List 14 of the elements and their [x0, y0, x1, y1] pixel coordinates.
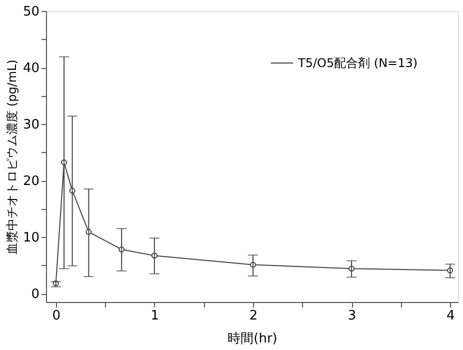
y-tick-label: 0: [31, 287, 40, 302]
x-tick-label: 0: [52, 308, 60, 324]
y-tick-label: 10: [22, 230, 40, 246]
y-tick-label: 30: [22, 118, 40, 133]
y-tick-label: 50: [22, 4, 40, 20]
y-tick-label: 20: [22, 174, 40, 190]
x-tick-label: 2: [249, 308, 258, 324]
x-tick-label: 4: [446, 308, 455, 324]
x-tick-label: 3: [348, 308, 356, 324]
y-tick-label: 40: [22, 61, 40, 76]
y-axis-title: 血漿中チオトロピウム濃度 (pg/mL): [4, 60, 19, 254]
legend-label: T5/O5配合剤 (N=13): [297, 56, 418, 70]
x-axis-title: 時間(hr): [228, 332, 278, 346]
x-tick-label: 1: [150, 308, 160, 324]
